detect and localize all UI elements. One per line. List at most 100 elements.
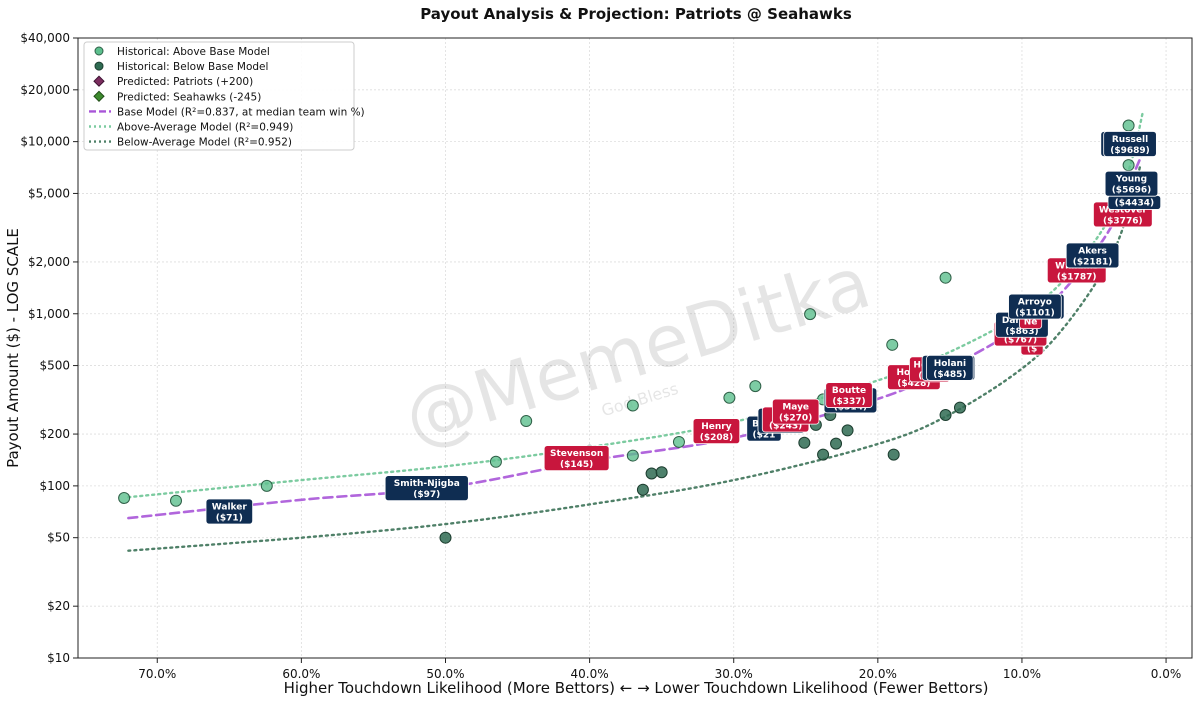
x-tick-label: 0.0%: [1151, 667, 1182, 681]
callout-amount: ($21: [753, 431, 776, 441]
callout-amount: ($: [1027, 345, 1037, 355]
callout-amount: ($2181): [1073, 257, 1113, 267]
legend-marker-above: [94, 46, 104, 56]
x-tick-label: 50.0%: [426, 667, 464, 681]
callout-box: [205, 498, 254, 525]
point-below-model: [439, 531, 452, 544]
callout-box: [771, 398, 820, 425]
point-above-model: [489, 455, 502, 468]
callout-box: [1104, 170, 1159, 197]
point-below-model: [841, 424, 854, 437]
y-tick-label: $20: [47, 599, 70, 613]
callout-name: Russell: [1112, 135, 1148, 145]
y-tick-label: $40,000: [20, 31, 70, 45]
point-below-model: [636, 483, 649, 496]
callout-name: Stevenson: [550, 449, 603, 459]
point-above-model: [626, 399, 639, 412]
trend-line-above: [127, 110, 1145, 499]
callout-amount: ($3776): [1103, 216, 1143, 226]
callout-amount: ($270): [779, 414, 812, 424]
callout-name: Boutte: [832, 386, 866, 396]
y-tick-label: $10: [47, 651, 70, 665]
point-above-model: [672, 435, 685, 448]
callout-amount: ($145): [560, 460, 593, 470]
point-above-model: [886, 338, 899, 351]
y-tick-label: $2,000: [28, 255, 70, 269]
legend-item-above-model: Above-Average Model (R²=0.949): [89, 122, 293, 134]
y-tick-label: $500: [39, 359, 70, 373]
callout-box: [543, 445, 610, 472]
callout-amount: ($428): [897, 379, 930, 389]
legend-marker-patriots: [93, 75, 105, 87]
point-below-model: [939, 409, 952, 422]
legend-label: Below-Average Model (R²=0.952): [117, 137, 292, 149]
legend: Historical: Above Base Model Historical: …: [83, 41, 365, 151]
callout--4434-: ($4434): [1107, 195, 1162, 210]
legend-item-base-model: Base Model (R²=0.837, at median team win…: [89, 106, 365, 118]
callout-arroyo: Arroyo($1101): [1008, 293, 1062, 320]
callout-name: Arroyo: [1018, 298, 1052, 308]
legend-box: [83, 41, 355, 151]
point-below-model: [953, 401, 966, 414]
callout-russell: Russell($9689): [1103, 131, 1157, 157]
callout-name: Holani: [934, 359, 966, 369]
callout-amount: ($485): [933, 370, 966, 380]
x-tick-label: 60.0%: [282, 667, 320, 681]
point-above-model: [1122, 119, 1135, 132]
callout-stevenson: Stevenson($145): [543, 445, 610, 472]
callout-amount: ($1101): [1015, 309, 1055, 319]
callout-name: Ne: [1024, 318, 1038, 328]
callout-smith-njigba: Smith-Njigba($97): [384, 475, 469, 502]
x-tick-label: 10.0%: [1003, 667, 1041, 681]
point-above-model: [939, 271, 952, 284]
callout-amount: ($767): [1004, 336, 1037, 346]
callout-name: Maye: [782, 403, 809, 413]
callout-box: [825, 382, 873, 408]
y-tick-label: $200: [39, 427, 70, 441]
y-axis-ticks: $10 $20 $50 $100 $200 $500 $1,000 $2,000 $5,000 $…: [20, 31, 78, 665]
legend-label: Predicted: Patriots (+200): [117, 76, 253, 88]
x-tick-label: 40.0%: [571, 667, 609, 681]
y-tick-label: $20,000: [20, 83, 70, 97]
chart-title: Payout Analysis & Projection: Patriots @…: [420, 5, 852, 23]
callout-box: [1065, 242, 1120, 269]
point-below-model: [645, 467, 658, 480]
point-below-model: [655, 466, 668, 479]
callout-amount: ($1787): [1057, 272, 1097, 282]
legend-label: Base Model (R²=0.837, at median team win…: [117, 106, 365, 118]
legend-label: Historical: Above Base Model: [117, 46, 270, 58]
callout-amount: ($208): [700, 433, 733, 443]
point-below-model: [830, 437, 843, 450]
point-above-model: [749, 380, 762, 393]
legend-item-above: Historical: Above Base Model: [94, 46, 270, 58]
y-tick-label: $5,000: [28, 186, 70, 200]
callout-walker: Walker($71): [205, 498, 254, 525]
callout-boutte: Boutte($337): [825, 382, 873, 408]
legend-item-seahawks: Predicted: Seahawks (-245): [93, 90, 261, 103]
x-tick-label: 30.0%: [715, 667, 753, 681]
point-below-model: [798, 436, 811, 449]
point-above-model: [804, 308, 817, 321]
legend-label: Above-Average Model (R²=0.949): [117, 122, 293, 134]
legend-marker-seahawks: [93, 90, 105, 103]
plot-frame: [77, 37, 1193, 659]
legend-marker-below: [94, 61, 104, 71]
x-axis-ticks: 70.0% 60.0% 50.0% 40.0% 30.0% 20.0% 10.0% 0.0%: [138, 658, 1181, 681]
callout-box: [692, 418, 741, 445]
callout-young: Young($5696): [1104, 170, 1159, 197]
callout-name: Young: [1115, 175, 1147, 185]
legend-item-patriots: Predicted: Patriots (+200): [93, 75, 253, 88]
legend-label: Predicted: Seahawks (-245): [117, 91, 261, 103]
x-tick-label: 20.0%: [859, 667, 897, 681]
point-below-model: [887, 448, 900, 461]
legend-item-below: Historical: Below Base Model: [94, 61, 268, 73]
point-above-model: [520, 415, 533, 428]
callout-box: [1008, 293, 1062, 320]
y-tick-label: $50: [47, 531, 70, 545]
callout-box: [1103, 131, 1157, 157]
y-axis-label: Payout Amount ($) - LOG SCALE: [4, 228, 22, 468]
callout-akers: Akers($2181): [1065, 242, 1120, 269]
point-above-model: [118, 492, 131, 505]
callout-holani: Holani($485): [926, 354, 974, 381]
